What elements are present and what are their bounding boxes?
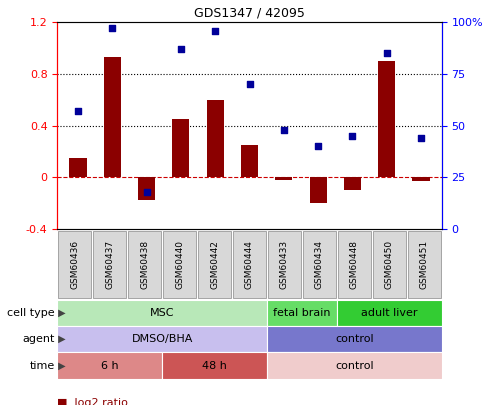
Text: ▶: ▶ xyxy=(55,360,66,371)
Bar xyxy=(93,231,126,298)
Bar xyxy=(413,177,430,181)
Point xyxy=(383,50,391,56)
Bar xyxy=(267,326,442,352)
Bar xyxy=(267,352,442,379)
Point xyxy=(211,27,219,34)
Text: GSM60438: GSM60438 xyxy=(140,240,149,289)
Point xyxy=(177,46,185,52)
Text: GSM60451: GSM60451 xyxy=(420,240,429,289)
Text: time: time xyxy=(29,360,55,371)
Bar xyxy=(267,300,337,326)
Text: ▶: ▶ xyxy=(55,334,66,344)
Bar xyxy=(344,177,361,190)
Bar xyxy=(373,231,406,298)
Bar xyxy=(162,352,267,379)
Point xyxy=(108,25,116,32)
Bar xyxy=(57,326,267,352)
Bar xyxy=(337,300,442,326)
Text: agent: agent xyxy=(22,334,55,344)
Text: control: control xyxy=(335,334,374,344)
Text: GSM60444: GSM60444 xyxy=(245,240,254,289)
Text: fetal brain: fetal brain xyxy=(273,308,331,318)
Text: GSM60436: GSM60436 xyxy=(70,240,79,289)
Text: GSM60437: GSM60437 xyxy=(105,240,114,289)
Bar xyxy=(128,231,161,298)
Point xyxy=(74,108,82,114)
Bar xyxy=(408,231,441,298)
Bar xyxy=(338,231,371,298)
Text: GSM60434: GSM60434 xyxy=(315,240,324,289)
Bar xyxy=(233,231,266,298)
Text: ▶: ▶ xyxy=(55,308,66,318)
Text: GSM60448: GSM60448 xyxy=(350,240,359,289)
Text: GSM60450: GSM60450 xyxy=(385,240,394,289)
Bar xyxy=(207,100,224,177)
Text: DMSO/BHA: DMSO/BHA xyxy=(132,334,193,344)
Text: MSC: MSC xyxy=(150,308,175,318)
Bar xyxy=(69,158,86,177)
Bar xyxy=(58,231,91,298)
Bar xyxy=(57,352,162,379)
Bar xyxy=(138,177,155,200)
Bar xyxy=(198,231,231,298)
Text: GSM60442: GSM60442 xyxy=(210,240,219,289)
Text: cell type: cell type xyxy=(7,308,55,318)
Text: GSM60433: GSM60433 xyxy=(280,240,289,289)
Point xyxy=(143,188,151,195)
Bar xyxy=(104,57,121,177)
Text: adult liver: adult liver xyxy=(361,308,418,318)
Title: GDS1347 / 42095: GDS1347 / 42095 xyxy=(194,7,305,20)
Bar xyxy=(303,231,336,298)
Point xyxy=(314,143,322,149)
Point xyxy=(246,81,253,87)
Bar xyxy=(268,231,301,298)
Bar xyxy=(163,231,196,298)
Point xyxy=(417,135,425,141)
Point xyxy=(348,133,356,139)
Text: 6 h: 6 h xyxy=(101,360,119,371)
Bar xyxy=(57,300,267,326)
Text: GSM60440: GSM60440 xyxy=(175,240,184,289)
Text: ■  log2 ratio: ■ log2 ratio xyxy=(57,398,128,405)
Text: 48 h: 48 h xyxy=(202,360,227,371)
Bar xyxy=(241,145,258,177)
Bar xyxy=(275,177,292,180)
Point xyxy=(280,126,288,133)
Bar xyxy=(378,61,395,177)
Text: control: control xyxy=(335,360,374,371)
Bar xyxy=(309,177,327,203)
Bar xyxy=(172,119,190,177)
